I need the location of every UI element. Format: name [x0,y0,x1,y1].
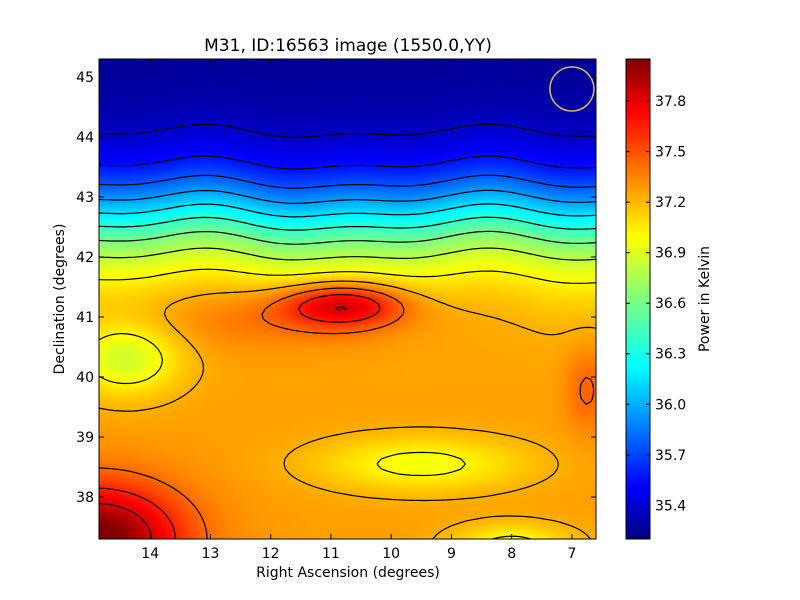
contour-level-8 [99,268,596,539]
x-tick-label: 7 [567,546,576,562]
contour-level-10 [99,287,595,539]
beam-marker [549,66,595,112]
x-tick-label: 11 [322,546,340,562]
contour-level-1 [99,155,596,170]
colorbar-tick-label: 37.8 [655,94,686,110]
colorbar: 35.4 35.7 36.0 36.3 36.6 36.9 37.2 37.5 37.8 [625,58,686,540]
y-axis-label: Declination (degrees) [52,224,68,375]
contour-level-7 [99,247,596,261]
y-tick-label: 41 [76,310,94,326]
colorbar-ticks: 35.4 35.7 36.0 36.3 36.6 36.9 37.2 37.5 37.8 [626,94,686,514]
x-tick-label: 9 [447,546,456,562]
x-axis-ticks: 14 13 12 11 10 9 8 7 [141,59,576,562]
contour-level-4 [99,203,596,218]
colorbar-tick-label: 36.3 [655,347,686,363]
y-tick-label: 44 [76,130,94,146]
colorbar-tick-label: 36.0 [655,397,686,413]
x-tick-label: 14 [141,546,159,562]
y-tick-label: 43 [76,190,94,206]
contour-level-6 [99,230,596,245]
colorbar-label: Power in Kelvin [697,246,713,352]
plot-frame [98,58,597,540]
colorbar-tick-label: 36.9 [655,246,686,262]
y-tick-label: 45 [76,70,94,86]
x-tick-label: 12 [262,546,280,562]
colorbar-tick-label: 37.5 [655,145,686,161]
contour-level-3 [99,189,596,204]
contour-level-11 [99,294,381,539]
colorbar-tick-label: 35.4 [655,498,686,514]
contour-level-12 [99,306,347,539]
contour-level-0 [99,123,596,138]
plot-area [98,58,597,540]
contour-level-5 [99,216,596,231]
y-tick-label: 39 [76,430,94,446]
y-axis-ticks: 38 39 40 41 42 43 44 45 [76,70,596,506]
colorbar-tick-label: 37.2 [655,195,686,211]
heatmap-image [99,59,596,539]
y-tick-label: 38 [76,490,94,506]
colorbar-frame [625,58,651,540]
y-tick-label: 42 [76,250,94,266]
colorbar-tick-label: 36.6 [655,296,686,312]
contour-level-2 [99,174,596,189]
colorbar-fill [626,59,650,539]
y-tick-label: 40 [76,370,94,386]
x-tick-label: 13 [202,546,220,562]
contour-lines [99,123,596,539]
x-tick-label: 8 [507,546,516,562]
x-axis-label: Right Ascension (degrees) [256,565,440,581]
colorbar-tick-label: 35.7 [655,448,686,464]
contour-level-9 [99,280,596,539]
chart-title: M31, ID:16563 image (1550.0,YY) [204,36,492,56]
x-tick-label: 10 [382,546,400,562]
